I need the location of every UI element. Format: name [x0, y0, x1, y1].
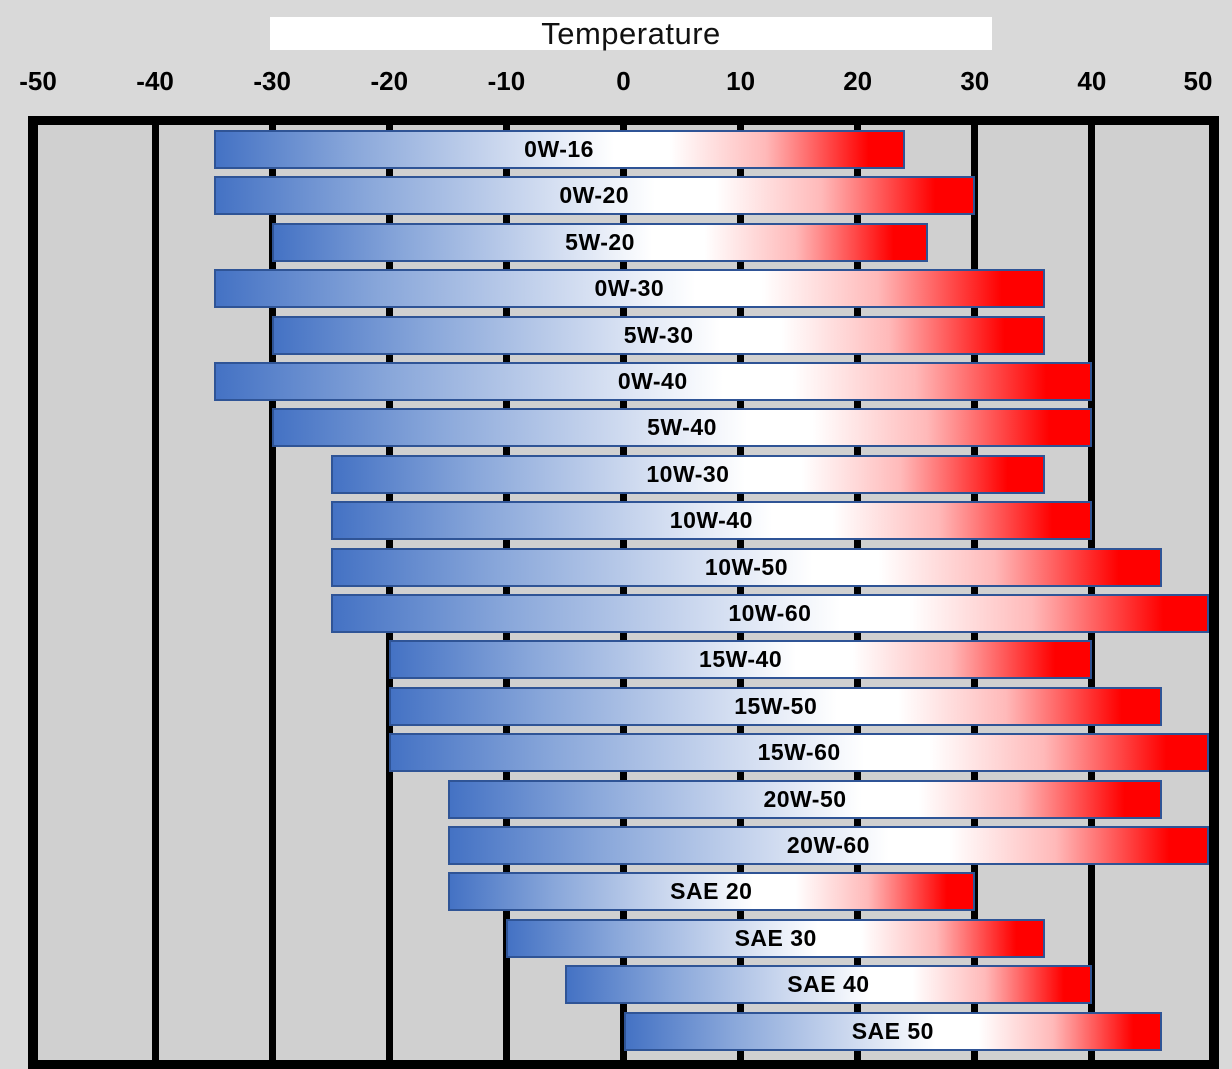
x-axis-tick-label: -20	[370, 66, 409, 96]
bar: 5W-40	[272, 408, 1092, 448]
x-axis-tick-label: 30	[960, 66, 990, 96]
bar: 15W-60	[389, 733, 1209, 773]
x-axis-tick-label: 50	[1183, 66, 1213, 96]
bar-label: 0W-40	[617, 368, 688, 394]
bar: 20W-60	[447, 826, 1209, 865]
gridline	[385, 125, 393, 1060]
bar: 15W-50	[389, 686, 1163, 726]
x-axis: -50 -40 -30 -20 -10 0 10 20 30 40 50	[0, 0, 1232, 110]
gridline-layer	[38, 125, 1209, 1060]
gridline	[737, 125, 745, 1060]
bar-label: 10W-30	[646, 460, 730, 487]
bar: 20W-50	[447, 779, 1163, 819]
gridline	[620, 125, 627, 1060]
plot-area: 0W-16 0W-20 5W-20 0W-30 5W-30 0W-40 5W-40 10W-3…	[28, 116, 1219, 1069]
bar-label: SAE 20	[670, 878, 753, 905]
title-band: Temperature	[270, 17, 992, 50]
bar-label: 10W-50	[704, 553, 788, 580]
bar: 0W-20	[213, 176, 975, 216]
bar: SAE 20	[447, 872, 975, 912]
bar-label: 5W-40	[647, 414, 717, 441]
bar-label: 15W-60	[757, 739, 841, 766]
x-axis-tick-label: -30	[253, 66, 291, 96]
bar-layer: 0W-16 0W-20 5W-20 0W-30 5W-30 0W-40 5W-40 10W-3…	[38, 125, 1209, 1060]
gridline	[971, 125, 979, 1060]
chart-title: Temperature	[541, 16, 721, 51]
x-axis-tick-label: -50	[19, 66, 57, 96]
bar-label: SAE 30	[734, 924, 817, 951]
bar: 10W-30	[330, 454, 1046, 494]
bar: 0W-16	[213, 130, 905, 169]
gridline	[854, 125, 862, 1060]
bar-label: 0W-30	[594, 275, 665, 302]
bar-label: 20W-60	[786, 832, 870, 858]
gridline	[151, 125, 159, 1060]
bar: 5W-20	[272, 222, 928, 262]
x-axis-tick-label: 0	[616, 66, 631, 96]
bar-label: 15W-40	[699, 646, 783, 673]
gridline	[1088, 125, 1096, 1060]
bar-label: 20W-50	[763, 785, 847, 812]
x-axis-tick-label: 10	[726, 66, 756, 96]
bar: 5W-30	[272, 315, 1046, 355]
bar: 10W-60	[330, 594, 1209, 633]
bar-label: SAE 50	[851, 1017, 934, 1044]
bar: SAE 50	[623, 1011, 1163, 1051]
bar-label: 0W-20	[559, 182, 630, 209]
bar: SAE 30	[506, 918, 1046, 958]
gridline	[268, 125, 276, 1060]
bar-label: 10W-60	[728, 600, 812, 626]
bar: 10W-50	[330, 547, 1163, 587]
bar: 0W-30	[213, 269, 1046, 309]
bar-label: 10W-40	[669, 507, 753, 534]
bar: 10W-40	[330, 501, 1092, 541]
bar-label: 0W-16	[524, 136, 594, 162]
bar-label: 5W-30	[623, 321, 694, 348]
x-axis-tick-label: 20	[843, 66, 873, 96]
bar-label: 15W-50	[734, 692, 818, 719]
x-axis-tick-label: -40	[136, 66, 174, 96]
bar-label: SAE 40	[787, 971, 870, 998]
bar: 0W-40	[213, 362, 1092, 401]
bar: SAE 40	[564, 965, 1092, 1005]
bar: 15W-40	[389, 640, 1092, 680]
bar-label: 5W-20	[565, 228, 635, 255]
x-axis-tick-label: -10	[487, 66, 526, 96]
x-axis-tick-label: 40	[1077, 66, 1107, 96]
gridline	[502, 125, 510, 1060]
